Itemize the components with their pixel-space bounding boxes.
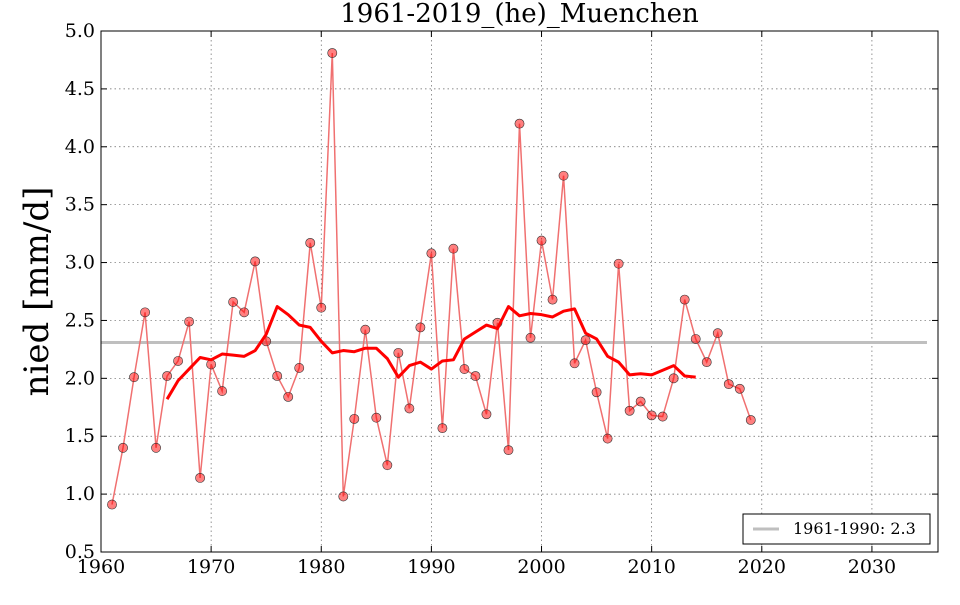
annual-data-point [393, 347, 404, 358]
annual-data-point [107, 499, 117, 510]
y-tick-label: 2.5 [65, 309, 95, 331]
annual-data-point [162, 371, 172, 381]
legend-label-baseline: 1961-1990: 2.3 [793, 519, 916, 538]
annual-data-point [635, 396, 646, 407]
y-tick-label: 4.5 [65, 78, 95, 100]
series-layer [101, 48, 927, 510]
annual-data-point [701, 357, 712, 368]
y-axis-label: nied [mm/d] [17, 187, 57, 397]
annual-data-point [360, 324, 371, 335]
annual-data-point [382, 460, 393, 471]
annual-data-point [723, 379, 734, 390]
annual-data-point [591, 387, 602, 398]
legend: 1961-1990: 2.3 [742, 513, 931, 545]
annual-data-point [272, 371, 283, 381]
annual-data-point [118, 442, 128, 453]
x-tick-label: 2010 [627, 556, 675, 578]
x-tick-label: 2020 [738, 556, 786, 578]
annual-data-point [668, 373, 679, 384]
annual-data-point [657, 411, 668, 422]
annual-data-point [140, 307, 150, 318]
annual-data-point [613, 258, 624, 269]
x-tick-label: 2030 [848, 556, 896, 578]
annual-data-point [646, 410, 657, 421]
annual-data-point [415, 322, 426, 333]
x-tick-label: 2000 [517, 556, 565, 578]
grid-layer [101, 31, 938, 552]
annual-data-point [250, 256, 261, 267]
annual-data-point [349, 413, 360, 424]
annual-data-point [228, 297, 239, 307]
x-tick-label: 1970 [187, 556, 235, 578]
plot-frame [100, 30, 939, 553]
annual-data-point [547, 294, 558, 305]
annual-data-point [316, 302, 327, 313]
y-tick-label: 3.0 [65, 252, 95, 274]
annual-data-point [426, 248, 437, 259]
annual-data-point [602, 433, 613, 444]
y-tick-label: 1.0 [65, 483, 95, 505]
annual-data-point [470, 371, 481, 381]
annual-data-point [624, 405, 635, 416]
annual-data-point [371, 412, 382, 423]
annual-data-point [437, 423, 448, 434]
annual-data-point [338, 491, 349, 502]
y-tick-label: 4.0 [65, 136, 95, 158]
annual-data-point [173, 356, 183, 366]
x-tick-label: 1980 [297, 556, 345, 578]
annual-data-point [327, 48, 338, 58]
annual-data-point [195, 473, 206, 483]
annual-data-point [569, 358, 580, 369]
annual-data-point [217, 386, 228, 396]
annual-data-point [514, 118, 525, 129]
x-tick-label: 1960 [77, 556, 125, 578]
running-mean-line [165, 305, 696, 400]
y-tick-label: 5.0 [65, 20, 95, 42]
annual-data-point [404, 403, 415, 414]
annual-data-point [679, 294, 690, 305]
chart-title: 1961-2019_(he)_Muenchen [340, 0, 699, 29]
annual-data-point [184, 316, 195, 327]
annual-data-point [294, 363, 305, 373]
annual-data-point [503, 445, 514, 456]
y-tick-label: 3.5 [65, 194, 95, 216]
annual-data-point [283, 391, 294, 402]
annual-data-point [734, 383, 745, 394]
y-tick-label: 0.5 [65, 541, 95, 563]
annual-data-point [481, 409, 492, 420]
annual-data-point [239, 307, 250, 318]
y-tick-label: 2.0 [65, 367, 95, 389]
tick-layer: 1960 1970 1980 1990 2000 2010 2020 2030 0.5 1.0 1.… [65, 20, 938, 578]
annual-data-point [151, 442, 161, 453]
annual-data-point [580, 335, 591, 346]
annual-data-point [448, 243, 459, 254]
annual-data-point [690, 334, 701, 344]
x-tick-label: 1990 [407, 556, 455, 578]
annual-data-point [459, 364, 470, 374]
annual-data-point [129, 372, 139, 383]
annual-data-point [525, 332, 536, 343]
annual-data-point [305, 237, 316, 248]
annual-data-point [536, 235, 547, 246]
annual-data-point [745, 415, 756, 425]
annual-data-point [712, 328, 723, 339]
y-tick-label: 1.5 [65, 425, 95, 447]
annual-data-point [558, 170, 569, 181]
